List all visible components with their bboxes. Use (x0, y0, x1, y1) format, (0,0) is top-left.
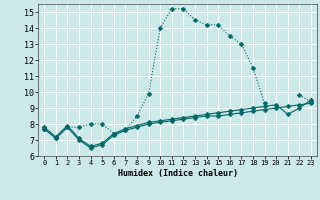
X-axis label: Humidex (Indice chaleur): Humidex (Indice chaleur) (118, 169, 238, 178)
